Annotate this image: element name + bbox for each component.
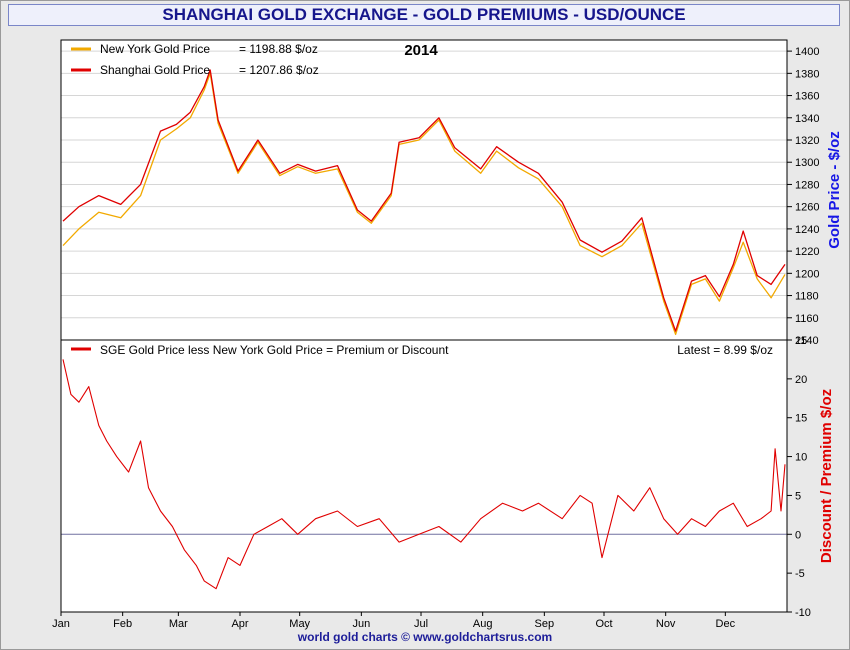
price-tick-label: 1260 <box>795 202 819 214</box>
premium-tick-label: 15 <box>795 413 807 425</box>
premium-tick-label: 20 <box>795 374 807 386</box>
x-tick-label: Aug <box>473 618 493 630</box>
premium-tick-label: -10 <box>795 607 811 619</box>
legend-value: = 1198.88 $/oz <box>239 42 318 56</box>
price-tick-label: 1320 <box>795 135 819 147</box>
premium-tick-label: 0 <box>795 529 801 541</box>
x-tick-label: Nov <box>656 618 676 630</box>
premium-tick-label: -5 <box>795 568 805 580</box>
premium-axis-title: Discount / Premium $/oz <box>818 389 835 563</box>
price-tick-label: 1300 <box>795 157 819 169</box>
price-tick-label: 1160 <box>795 313 819 325</box>
premium-tick-label: 5 <box>795 490 801 502</box>
price-tick-label: 1200 <box>795 268 819 280</box>
year-label: 2014 <box>404 42 438 59</box>
legend-value: = 1207.86 $/oz <box>239 63 319 77</box>
x-tick-label: Sep <box>535 618 555 630</box>
price-series-line <box>62 72 786 336</box>
price-tick-label: 1180 <box>795 291 819 303</box>
premium-series-line <box>62 359 786 590</box>
premium-tick-label: 10 <box>795 452 807 464</box>
price-tick-label: 1380 <box>795 68 819 80</box>
x-tick-label: May <box>289 618 310 630</box>
price-panel <box>61 40 787 340</box>
legend-label: New York Gold Price <box>100 42 210 56</box>
x-tick-label: Oct <box>595 618 612 630</box>
x-tick-label: Jun <box>352 618 370 630</box>
chart-title: SHANGHAI GOLD EXCHANGE - GOLD PREMIUMS -… <box>8 4 840 26</box>
legend-label: SGE Gold Price less New York Gold Price … <box>100 343 449 357</box>
price-tick-label: 1280 <box>795 179 819 191</box>
premium-panel <box>61 340 787 612</box>
legend-label: Shanghai Gold Price <box>100 63 210 77</box>
price-tick-label: 1360 <box>795 91 819 103</box>
price-tick-label: 1240 <box>795 224 819 236</box>
price-series-line <box>62 69 786 332</box>
x-tick-label: Apr <box>231 618 248 630</box>
x-tick-label: Dec <box>716 618 736 630</box>
price-tick-label: 1400 <box>795 46 819 58</box>
premium-tick-label: 25 <box>795 335 807 347</box>
x-tick-label: Feb <box>113 618 132 630</box>
premium-panel-border <box>60 339 788 613</box>
x-tick-label: Jul <box>414 618 428 630</box>
price-tick-label: 1340 <box>795 113 819 125</box>
price-tick-label: 1140 <box>795 335 819 347</box>
latest-label: Latest = 8.99 $/oz <box>677 343 773 357</box>
price-axis-title: Gold Price - $/oz <box>826 131 843 249</box>
price-tick-label: 1220 <box>795 246 819 258</box>
x-tick-label: Mar <box>169 618 188 630</box>
footer-credit: world gold charts © www.goldchartsrus.co… <box>297 630 553 644</box>
x-tick-label: Jan <box>52 618 70 630</box>
